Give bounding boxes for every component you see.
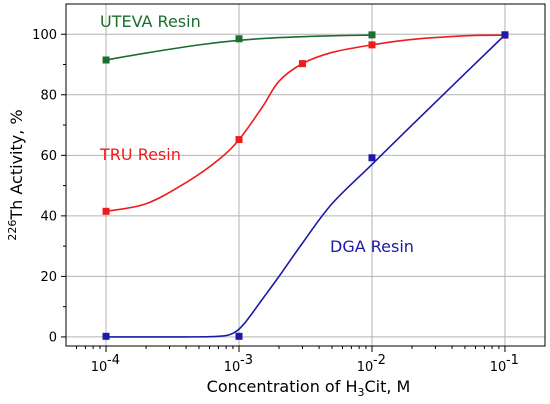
marker-layer <box>102 31 509 340</box>
dga-resin-label: DGA Resin <box>330 237 414 256</box>
dga-resin-curve <box>106 34 506 338</box>
curve-layer <box>105 34 506 338</box>
y-tick-label: 60 <box>40 149 57 164</box>
x-tick-label: 10 <box>357 360 374 375</box>
tru-resin-point <box>102 207 110 215</box>
y-tick-label: 0 <box>49 330 57 345</box>
dga-resin-point <box>501 31 509 39</box>
dga-resin-point <box>235 332 243 340</box>
y-tick-label: 40 <box>40 209 57 224</box>
plot-frame <box>65 3 546 347</box>
y-tick-label: 100 <box>32 28 57 43</box>
uteva-resin-label: UTEVA Resin <box>100 12 201 31</box>
tru-resin-point <box>368 41 376 49</box>
y-tick-label: 20 <box>40 270 57 285</box>
dga-resin-point <box>368 154 376 162</box>
uteva-resin-point <box>368 31 376 39</box>
tru-resin-point <box>235 136 243 144</box>
x-tick-label: 10 <box>490 360 507 375</box>
x-tick-label-exponent: -1 <box>506 353 519 368</box>
frame-layer <box>65 3 546 347</box>
x-tick-label-exponent: -2 <box>373 353 386 368</box>
tru-resin-curve <box>105 34 505 213</box>
y-axis-title: 226Th Activity, % <box>6 109 26 240</box>
x-tick-label-exponent: -3 <box>240 353 253 368</box>
uteva-resin-point <box>102 56 110 64</box>
uteva-resin-point <box>235 35 243 43</box>
tru-resin-label: TRU Resin <box>99 145 181 164</box>
y-tick-label: 80 <box>40 88 57 103</box>
x-tick-label: 10 <box>224 360 241 375</box>
x-axis-title: Concentration of H3Cit, M <box>207 377 411 399</box>
dga-resin-point <box>102 332 110 340</box>
x-tick-label: 10 <box>91 360 108 375</box>
x-tick-label-exponent: -4 <box>107 353 120 368</box>
grid-layer <box>66 4 545 346</box>
tru-resin-point <box>298 60 306 68</box>
label-layer: UTEVA Resin TRU Resin DGA Resin Concentrati… <box>6 12 414 399</box>
